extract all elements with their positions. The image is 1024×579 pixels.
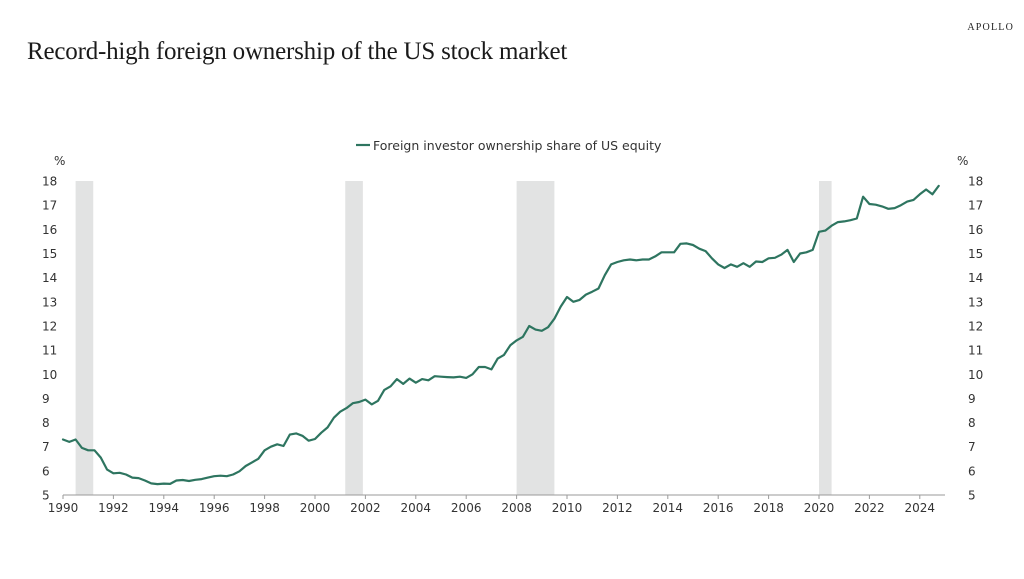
series-layer: [61, 184, 940, 486]
y-tick-label-left: 7: [42, 440, 50, 454]
x-tick-label: 2016: [703, 501, 734, 515]
y-tick-label-right: 17: [968, 199, 983, 213]
y-unit-left: %: [54, 154, 65, 168]
y-tick-label-right: 5: [968, 489, 976, 503]
y-tick-label-left: 18: [42, 175, 57, 189]
y-tick-label-left: 9: [42, 392, 50, 406]
y-tick-label-right: 10: [968, 368, 983, 382]
x-tick-label: 2018: [753, 501, 784, 515]
x-tick-label: 2024: [905, 501, 936, 515]
y-tick-label-right: 12: [968, 319, 983, 333]
y-tick-label-left: 16: [42, 223, 57, 237]
series-line: [61, 184, 940, 486]
x-tick-label: 2000: [300, 501, 331, 515]
y-tick-label-left: 5: [42, 489, 50, 503]
y-tick-label-right: 18: [968, 175, 983, 189]
x-tick-label: 2004: [401, 501, 432, 515]
x-tick-label: 1996: [199, 501, 230, 515]
y-tick-label-right: 8: [968, 416, 976, 430]
y-tick-label-right: 14: [968, 271, 983, 285]
recession-band: [345, 181, 363, 495]
y-tick-label-left: 11: [42, 344, 57, 358]
y-axis-right: 5 6 7 8 9 10 11 12 13 14 15 16 17 18: [968, 175, 983, 503]
recession-bands: [75, 181, 832, 495]
y-tick-label-right: 6: [968, 464, 976, 478]
x-tick-label: 1994: [149, 501, 180, 515]
y-tick-label-left: 17: [42, 199, 57, 213]
y-tick-label-right: 9: [968, 392, 976, 406]
legend: Foreign investor ownership share of US e…: [356, 138, 662, 153]
y-tick-label-left: 14: [42, 271, 57, 285]
recession-band: [819, 181, 832, 495]
y-tick-label-left: 15: [42, 247, 57, 261]
chart-title: Record-high foreign ownership of the US …: [27, 38, 568, 65]
x-tick-label: 2010: [552, 501, 583, 515]
y-tick-label-left: 6: [42, 464, 50, 478]
x-tick-label: 2012: [602, 501, 633, 515]
y-tick-label-right: 11: [968, 344, 983, 358]
x-tick-label: 2006: [451, 501, 482, 515]
legend-label: Foreign investor ownership share of US e…: [373, 138, 662, 153]
x-tick-label: 2020: [804, 501, 835, 515]
recession-band: [75, 181, 94, 495]
y-tick-label-right: 13: [968, 295, 983, 309]
y-tick-label-left: 12: [42, 319, 57, 333]
x-tick-label: 1990: [48, 501, 79, 515]
x-axis: 1990 1992 1994 1996 1998 2000 2002 2004 2006 2008…: [48, 494, 945, 515]
x-tick-label: 2002: [350, 501, 381, 515]
y-tick-label-left: 10: [42, 368, 57, 382]
y-axis-left: 5 6 7 8 9 10 11 12 13 14 15 16 17 18: [42, 175, 57, 503]
y-tick-label-right: 7: [968, 440, 976, 454]
brand-logo: APOLLO: [967, 22, 1014, 33]
x-tick-label: 1992: [98, 501, 129, 515]
y-tick-label-left: 13: [42, 295, 57, 309]
y-tick-label-right: 15: [968, 247, 983, 261]
y-unit-right: %: [957, 154, 968, 168]
y-tick-label-right: 16: [968, 223, 983, 237]
x-tick-label: 2014: [653, 501, 684, 515]
x-tick-label: 2008: [501, 501, 532, 515]
x-tick-label: 1998: [249, 501, 280, 515]
x-tick-label: 2022: [854, 501, 885, 515]
y-tick-label-left: 8: [42, 416, 50, 430]
